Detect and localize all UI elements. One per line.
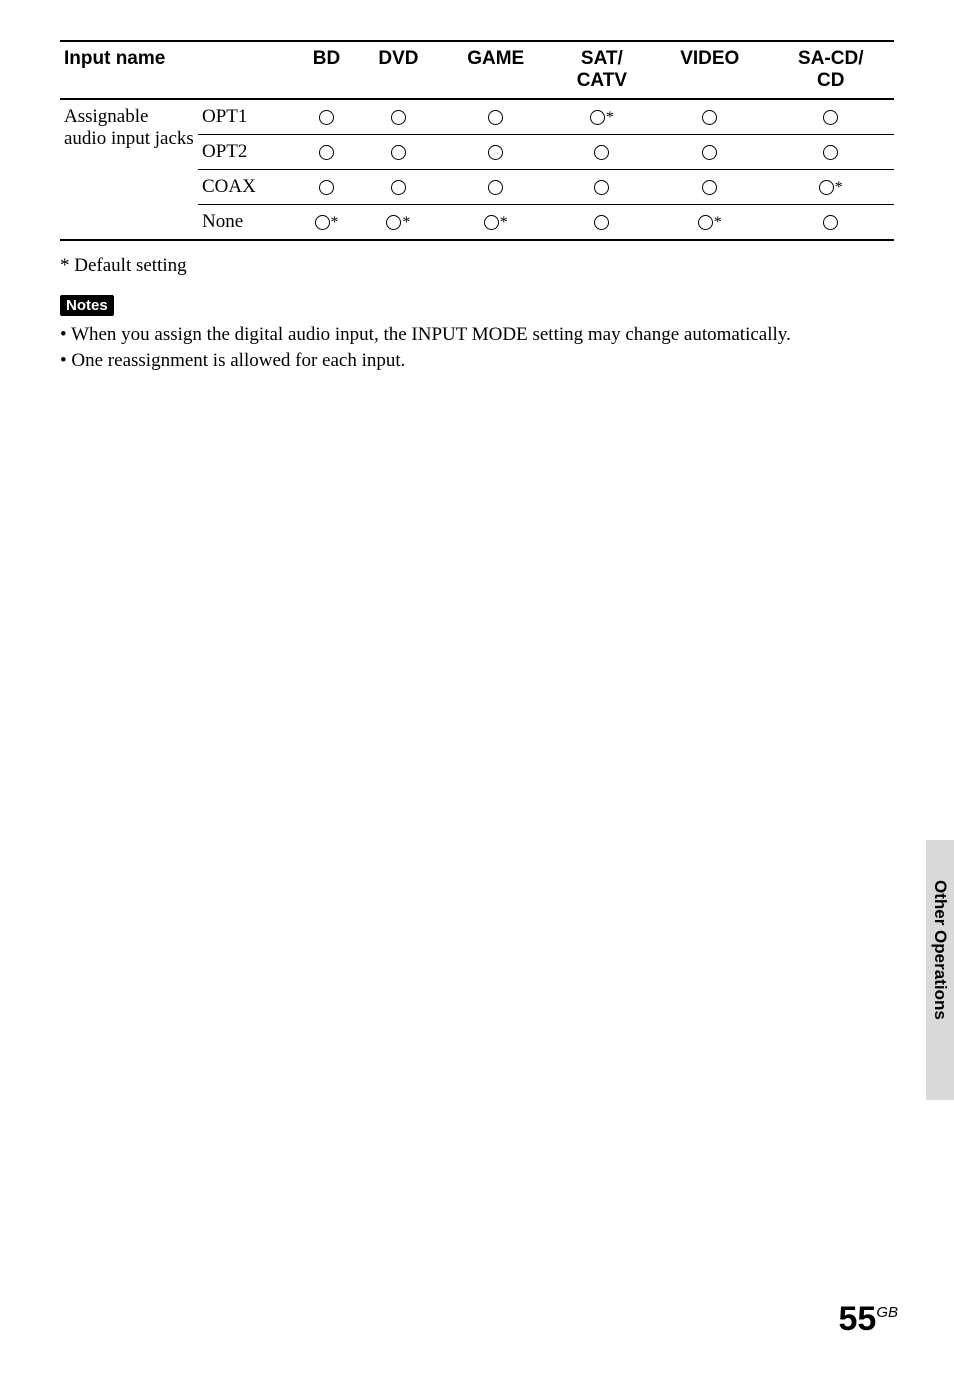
cell-mark: * [768,170,894,205]
page-number: 55GB [838,1300,898,1339]
cell-mark [652,135,768,170]
cell-mark [552,205,652,241]
cell-mark [440,99,552,135]
cell-mark [552,170,652,205]
row-label: COAX [198,170,296,205]
col-bd: BD [296,41,357,99]
cell-mark [296,170,357,205]
note-item: One reassignment is allowed for each inp… [60,348,894,374]
cell-mark [440,135,552,170]
row-label: OPT1 [198,99,296,135]
cell-mark [440,170,552,205]
notes-badge: Notes [60,295,114,316]
cell-mark: * [652,205,768,241]
cell-mark [652,170,768,205]
cell-mark [357,170,440,205]
default-setting-footnote: * Default setting [60,255,894,277]
row-label: None [198,205,296,241]
note-item: When you assign the digital audio input,… [60,322,894,348]
col-video: VIDEO [652,41,768,99]
cell-mark: * [357,205,440,241]
side-section-label: Other Operations [930,880,950,1020]
col-sacd-cd: SA-CD/ CD [768,41,894,99]
cell-mark [357,135,440,170]
audio-input-table: Input name BD DVD GAME SAT/ CATV VIDEO S… [60,40,894,241]
cell-mark: * [296,205,357,241]
cell-mark [768,205,894,241]
rowgroup-label: Assignable audio input jacks [60,99,198,240]
cell-mark [552,135,652,170]
cell-mark [357,99,440,135]
cell-mark [296,99,357,135]
page-number-suffix: GB [876,1304,898,1321]
page-number-main: 55 [838,1300,876,1338]
col-sat-catv: SAT/ CATV [552,41,652,99]
cell-mark [652,99,768,135]
cell-mark [768,99,894,135]
col-dvd: DVD [357,41,440,99]
col-game: GAME [440,41,552,99]
cell-mark [768,135,894,170]
cell-mark: * [552,99,652,135]
cell-mark: * [440,205,552,241]
table-row: Assignable audio input jacksOPT1* [60,99,894,135]
cell-mark [296,135,357,170]
row-label: OPT2 [198,135,296,170]
col-input-name: Input name [60,41,296,99]
notes-list: When you assign the digital audio input,… [60,322,894,373]
